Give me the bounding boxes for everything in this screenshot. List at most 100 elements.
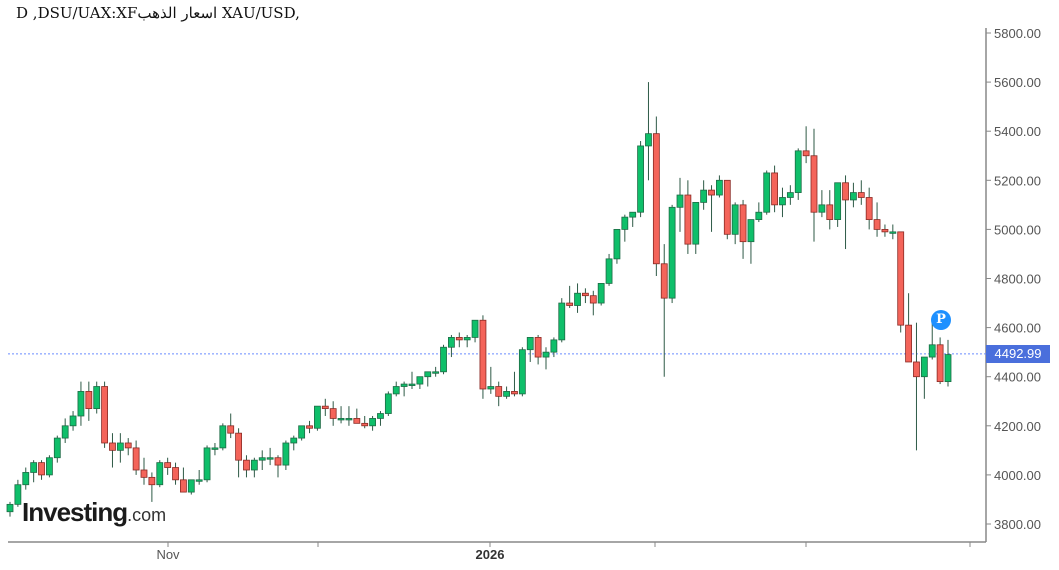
candle: [534, 337, 542, 358]
candle: [566, 302, 574, 306]
candle: [361, 422, 369, 427]
candle: [164, 462, 172, 468]
candle: [518, 349, 526, 395]
candle: [30, 462, 38, 473]
candle: [668, 206, 676, 299]
candle: [258, 457, 266, 461]
candle: [321, 405, 329, 410]
investing-logo: Investing.com: [22, 497, 166, 528]
candle: [440, 346, 447, 373]
candle: [172, 467, 179, 481]
candle: [637, 145, 644, 213]
candle: [243, 459, 250, 471]
candle: [274, 457, 282, 466]
candle: [38, 462, 45, 476]
candle: [203, 447, 211, 481]
candle: [889, 231, 897, 234]
candle: [455, 337, 463, 341]
y-tick-label: 4800.00: [994, 272, 1041, 287]
candle: [306, 425, 313, 429]
candle: [613, 228, 621, 260]
candle: [700, 189, 708, 203]
candle: [77, 391, 85, 417]
candle: [85, 391, 93, 410]
candle: [227, 425, 235, 434]
candle: [93, 386, 101, 410]
candle: [424, 371, 432, 378]
candle: [400, 383, 408, 387]
candle: [337, 418, 345, 421]
candle: [597, 283, 605, 304]
candle: [826, 204, 834, 220]
y-tick-label: 3800.00: [994, 517, 1041, 532]
candle: [235, 432, 242, 461]
candle: [384, 393, 392, 414]
candle: [124, 442, 132, 449]
candle: [676, 194, 684, 208]
candle: [542, 351, 550, 358]
candle: [69, 415, 77, 427]
candle: [526, 337, 534, 351]
p-marker-badge[interactable]: P: [931, 310, 951, 330]
candle: [857, 192, 865, 198]
candle: [794, 150, 802, 193]
candle: [913, 361, 920, 378]
candle: [211, 447, 219, 450]
candle: [487, 386, 495, 390]
candle: [298, 425, 306, 439]
candle: [818, 204, 826, 213]
y-tick-label: 4600.00: [994, 321, 1041, 336]
candle: [779, 197, 786, 206]
candle: [589, 295, 597, 304]
current-price-tag: 4492.99: [986, 345, 1050, 363]
candle: [645, 133, 652, 147]
candle: [148, 476, 156, 486]
candle: [314, 405, 321, 429]
y-tick-label: 5400.00: [994, 124, 1041, 139]
candle: [290, 437, 298, 444]
candle: [408, 383, 416, 386]
candle: [684, 194, 692, 245]
candle: [61, 425, 69, 439]
y-axis: 5800.00 5600.00 5400.00 5200.00 5000.00 4800.…: [985, 26, 1041, 542]
candle: [53, 437, 61, 459]
candle: [266, 457, 274, 460]
candle: [708, 189, 715, 196]
candle: [132, 447, 140, 471]
candle: [873, 219, 881, 230]
candle: [250, 459, 258, 471]
candle: [905, 324, 912, 363]
x-axis: Nov 2026: [8, 541, 986, 562]
candle: [747, 219, 755, 243]
candle: [180, 479, 187, 493]
candle: [195, 479, 203, 482]
candle: [582, 292, 589, 297]
candle: [920, 356, 928, 378]
candle: [944, 354, 952, 383]
candle: [495, 386, 503, 397]
candle: [156, 462, 164, 486]
candle: [574, 292, 581, 306]
y-tick-label: 5600.00: [994, 75, 1041, 90]
candle: [6, 503, 14, 513]
candle: [810, 155, 818, 213]
candle: [416, 376, 424, 385]
candle: [558, 302, 566, 341]
candle: [353, 418, 361, 424]
candle: [881, 228, 889, 233]
y-tick-label: 5000.00: [994, 222, 1041, 237]
candle: [22, 472, 30, 486]
candle: [865, 197, 873, 220]
candle: [786, 192, 794, 198]
candle: [605, 258, 613, 284]
candle: [897, 231, 905, 326]
x-tick-label: 2026: [476, 547, 505, 562]
candle: [723, 179, 731, 235]
y-tick-label: 4000.00: [994, 468, 1041, 483]
candle: [219, 425, 227, 449]
y-tick-label: 5200.00: [994, 173, 1041, 188]
candle: [928, 344, 936, 358]
candle: [763, 172, 771, 213]
candle: [802, 150, 810, 157]
